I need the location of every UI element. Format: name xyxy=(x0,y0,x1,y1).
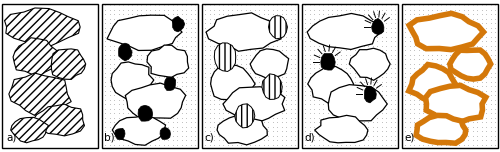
Bar xyxy=(2,4,98,148)
Polygon shape xyxy=(320,54,335,70)
Polygon shape xyxy=(372,18,384,35)
Polygon shape xyxy=(409,13,484,50)
Polygon shape xyxy=(4,8,80,47)
Text: c): c) xyxy=(204,133,214,143)
Polygon shape xyxy=(172,16,184,32)
Text: d): d) xyxy=(304,133,314,143)
Polygon shape xyxy=(160,128,170,139)
Text: e): e) xyxy=(404,133,414,143)
Text: b): b) xyxy=(104,133,115,143)
Polygon shape xyxy=(9,73,71,115)
Polygon shape xyxy=(234,104,255,128)
Polygon shape xyxy=(206,13,282,51)
Polygon shape xyxy=(10,117,48,143)
Text: a): a) xyxy=(6,133,17,143)
Polygon shape xyxy=(214,43,236,71)
Polygon shape xyxy=(107,15,182,50)
Polygon shape xyxy=(115,128,125,140)
Bar xyxy=(302,4,398,148)
Polygon shape xyxy=(52,49,86,79)
Polygon shape xyxy=(217,115,268,145)
Polygon shape xyxy=(328,85,387,123)
Polygon shape xyxy=(118,43,132,61)
Polygon shape xyxy=(262,74,282,99)
Polygon shape xyxy=(112,116,166,145)
Bar xyxy=(202,4,298,148)
Polygon shape xyxy=(210,65,255,101)
Polygon shape xyxy=(307,14,382,49)
Polygon shape xyxy=(33,104,84,136)
Polygon shape xyxy=(223,87,285,124)
Polygon shape xyxy=(314,115,368,143)
Polygon shape xyxy=(268,16,287,39)
Polygon shape xyxy=(350,48,390,80)
Polygon shape xyxy=(308,65,354,103)
Polygon shape xyxy=(409,64,456,102)
Polygon shape xyxy=(138,105,152,121)
Polygon shape xyxy=(111,62,154,100)
Polygon shape xyxy=(450,50,490,79)
Bar xyxy=(402,4,498,148)
Polygon shape xyxy=(416,115,466,143)
Polygon shape xyxy=(164,77,175,90)
Polygon shape xyxy=(426,85,486,122)
Bar xyxy=(102,4,198,148)
Polygon shape xyxy=(13,38,58,76)
Polygon shape xyxy=(147,45,188,77)
Polygon shape xyxy=(364,86,376,103)
Polygon shape xyxy=(126,83,186,118)
Polygon shape xyxy=(250,49,288,78)
